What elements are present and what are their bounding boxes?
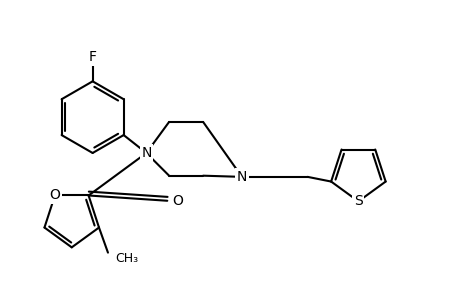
Text: CH₃: CH₃ — [115, 252, 138, 265]
Text: F: F — [89, 50, 96, 64]
Text: S: S — [353, 194, 362, 208]
Text: O: O — [172, 194, 183, 208]
Text: N: N — [141, 146, 151, 160]
Text: N: N — [236, 170, 246, 184]
Text: O: O — [49, 188, 60, 203]
